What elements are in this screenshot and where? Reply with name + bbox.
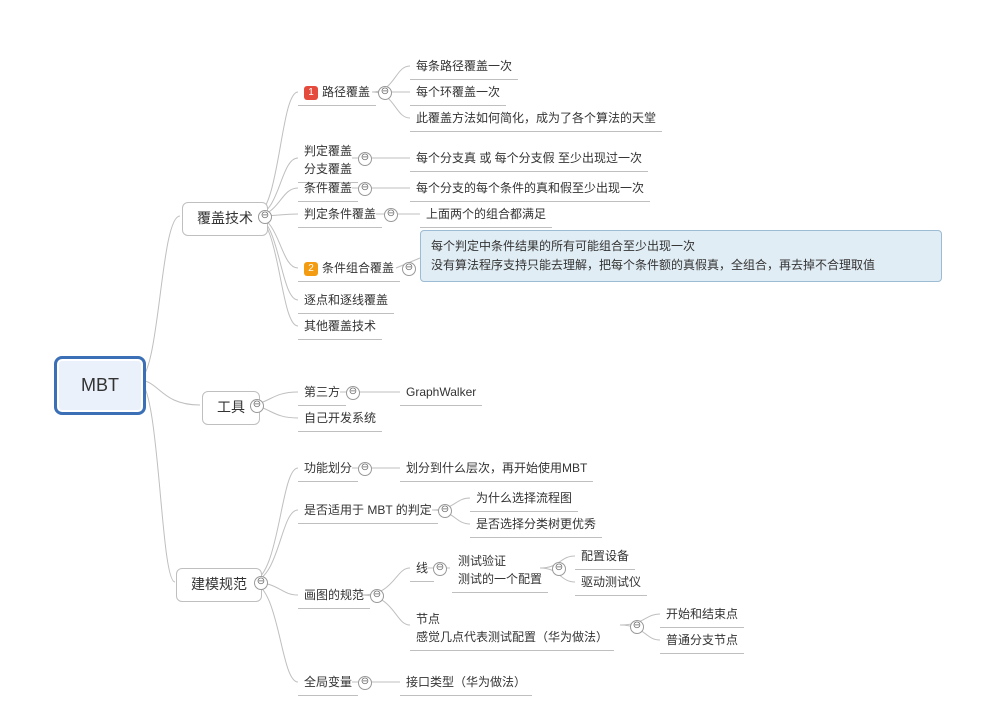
root-label: MBT: [81, 375, 119, 395]
node-path-coverage[interactable]: 1 路径覆盖: [298, 82, 376, 106]
leaf-line-1[interactable]: 配置设备: [575, 546, 635, 570]
badge-1: 1: [304, 86, 318, 100]
leaf-path-3[interactable]: 此覆盖方法如何简化，成为了各个算法的天堂: [410, 108, 662, 132]
collapse-icon[interactable]: ⊖: [378, 86, 392, 100]
branch-modeling-label: 建模规范: [191, 576, 247, 592]
node-global-var[interactable]: 全局变量: [298, 672, 358, 696]
collapse-icon[interactable]: ⊖: [258, 210, 272, 224]
node-draw-spec[interactable]: 画图的规范: [298, 585, 370, 609]
branch-coverage-label: 覆盖技术: [197, 210, 253, 226]
collapse-icon[interactable]: ⊖: [250, 399, 264, 413]
collapse-icon[interactable]: ⊖: [358, 462, 372, 476]
leaf-graphwalker[interactable]: GraphWalker: [400, 382, 482, 406]
collapse-icon[interactable]: ⊖: [630, 620, 644, 634]
leaf-mbt-fit-1[interactable]: 为什么选择流程图: [470, 488, 578, 512]
node-decision-branch[interactable]: 判定覆盖 分支覆盖: [298, 140, 358, 183]
collapse-icon[interactable]: ⊖: [254, 576, 268, 590]
node-third-party[interactable]: 第三方: [298, 382, 346, 406]
leaf-path-2[interactable]: 每个环覆盖一次: [410, 82, 506, 106]
collapse-icon[interactable]: ⊖: [358, 152, 372, 166]
node-decision-condition[interactable]: 判定条件覆盖: [298, 204, 382, 228]
leaf-path-1[interactable]: 每条路径覆盖一次: [410, 56, 518, 80]
badge-2: 2: [304, 262, 318, 276]
node-line[interactable]: 线: [410, 558, 434, 582]
collapse-icon[interactable]: ⊖: [438, 504, 452, 518]
collapse-icon[interactable]: ⊖: [358, 182, 372, 196]
node-self-dev[interactable]: 自己开发系统: [298, 408, 382, 432]
leaf-global-var-1[interactable]: 接口类型（华为做法）: [400, 672, 532, 696]
node-node[interactable]: 节点 感觉几点代表测试配置（华为做法）: [410, 608, 614, 651]
collapse-icon[interactable]: ⊖: [346, 386, 360, 400]
collapse-icon[interactable]: ⊖: [552, 562, 566, 576]
leaf-line-2[interactable]: 驱动测试仪: [575, 572, 647, 596]
leaf-node-2[interactable]: 普通分支节点: [660, 630, 744, 654]
collapse-icon[interactable]: ⊖: [384, 208, 398, 222]
node-condition-combo[interactable]: 2条件组合覆盖: [298, 258, 400, 282]
node-mbt-fit[interactable]: 是否适用于 MBT 的判定: [298, 500, 438, 524]
leaf-mbt-fit-2[interactable]: 是否选择分类树更优秀: [470, 514, 602, 538]
node-line-desc[interactable]: 测试验证 测试的一个配置: [452, 550, 548, 593]
node-func-split[interactable]: 功能划分: [298, 458, 358, 482]
branch-tools-label: 工具: [217, 399, 245, 415]
node-condition[interactable]: 条件覆盖: [298, 178, 358, 202]
node-point-line[interactable]: 逐点和逐线覆盖: [298, 290, 394, 314]
node-other-coverage[interactable]: 其他覆盖技术: [298, 316, 382, 340]
collapse-icon[interactable]: ⊖: [358, 676, 372, 690]
collapse-icon[interactable]: ⊖: [433, 562, 447, 576]
leaf-func-split-1[interactable]: 划分到什么层次，再开始使用MBT: [400, 458, 593, 482]
highlight-condition-combo[interactable]: 每个判定中条件结果的所有可能组合至少出现一次 没有算法程序支持只能去理解，把每个…: [420, 230, 942, 282]
branch-modeling[interactable]: 建模规范: [176, 568, 262, 602]
leaf-decision-condition-1[interactable]: 上面两个的组合都满足: [420, 204, 552, 228]
leaf-condition-1[interactable]: 每个分支的每个条件的真和假至少出现一次: [410, 178, 650, 202]
branch-coverage[interactable]: 覆盖技术: [182, 202, 268, 236]
collapse-icon[interactable]: ⊖: [402, 262, 416, 276]
leaf-node-1[interactable]: 开始和结束点: [660, 604, 744, 628]
leaf-decision-branch-1[interactable]: 每个分支真 或 每个分支假 至少出现过一次: [410, 148, 648, 172]
root-node[interactable]: MBT: [54, 356, 146, 415]
path-coverage-label: 路径覆盖: [322, 85, 370, 99]
collapse-icon[interactable]: ⊖: [370, 589, 384, 603]
